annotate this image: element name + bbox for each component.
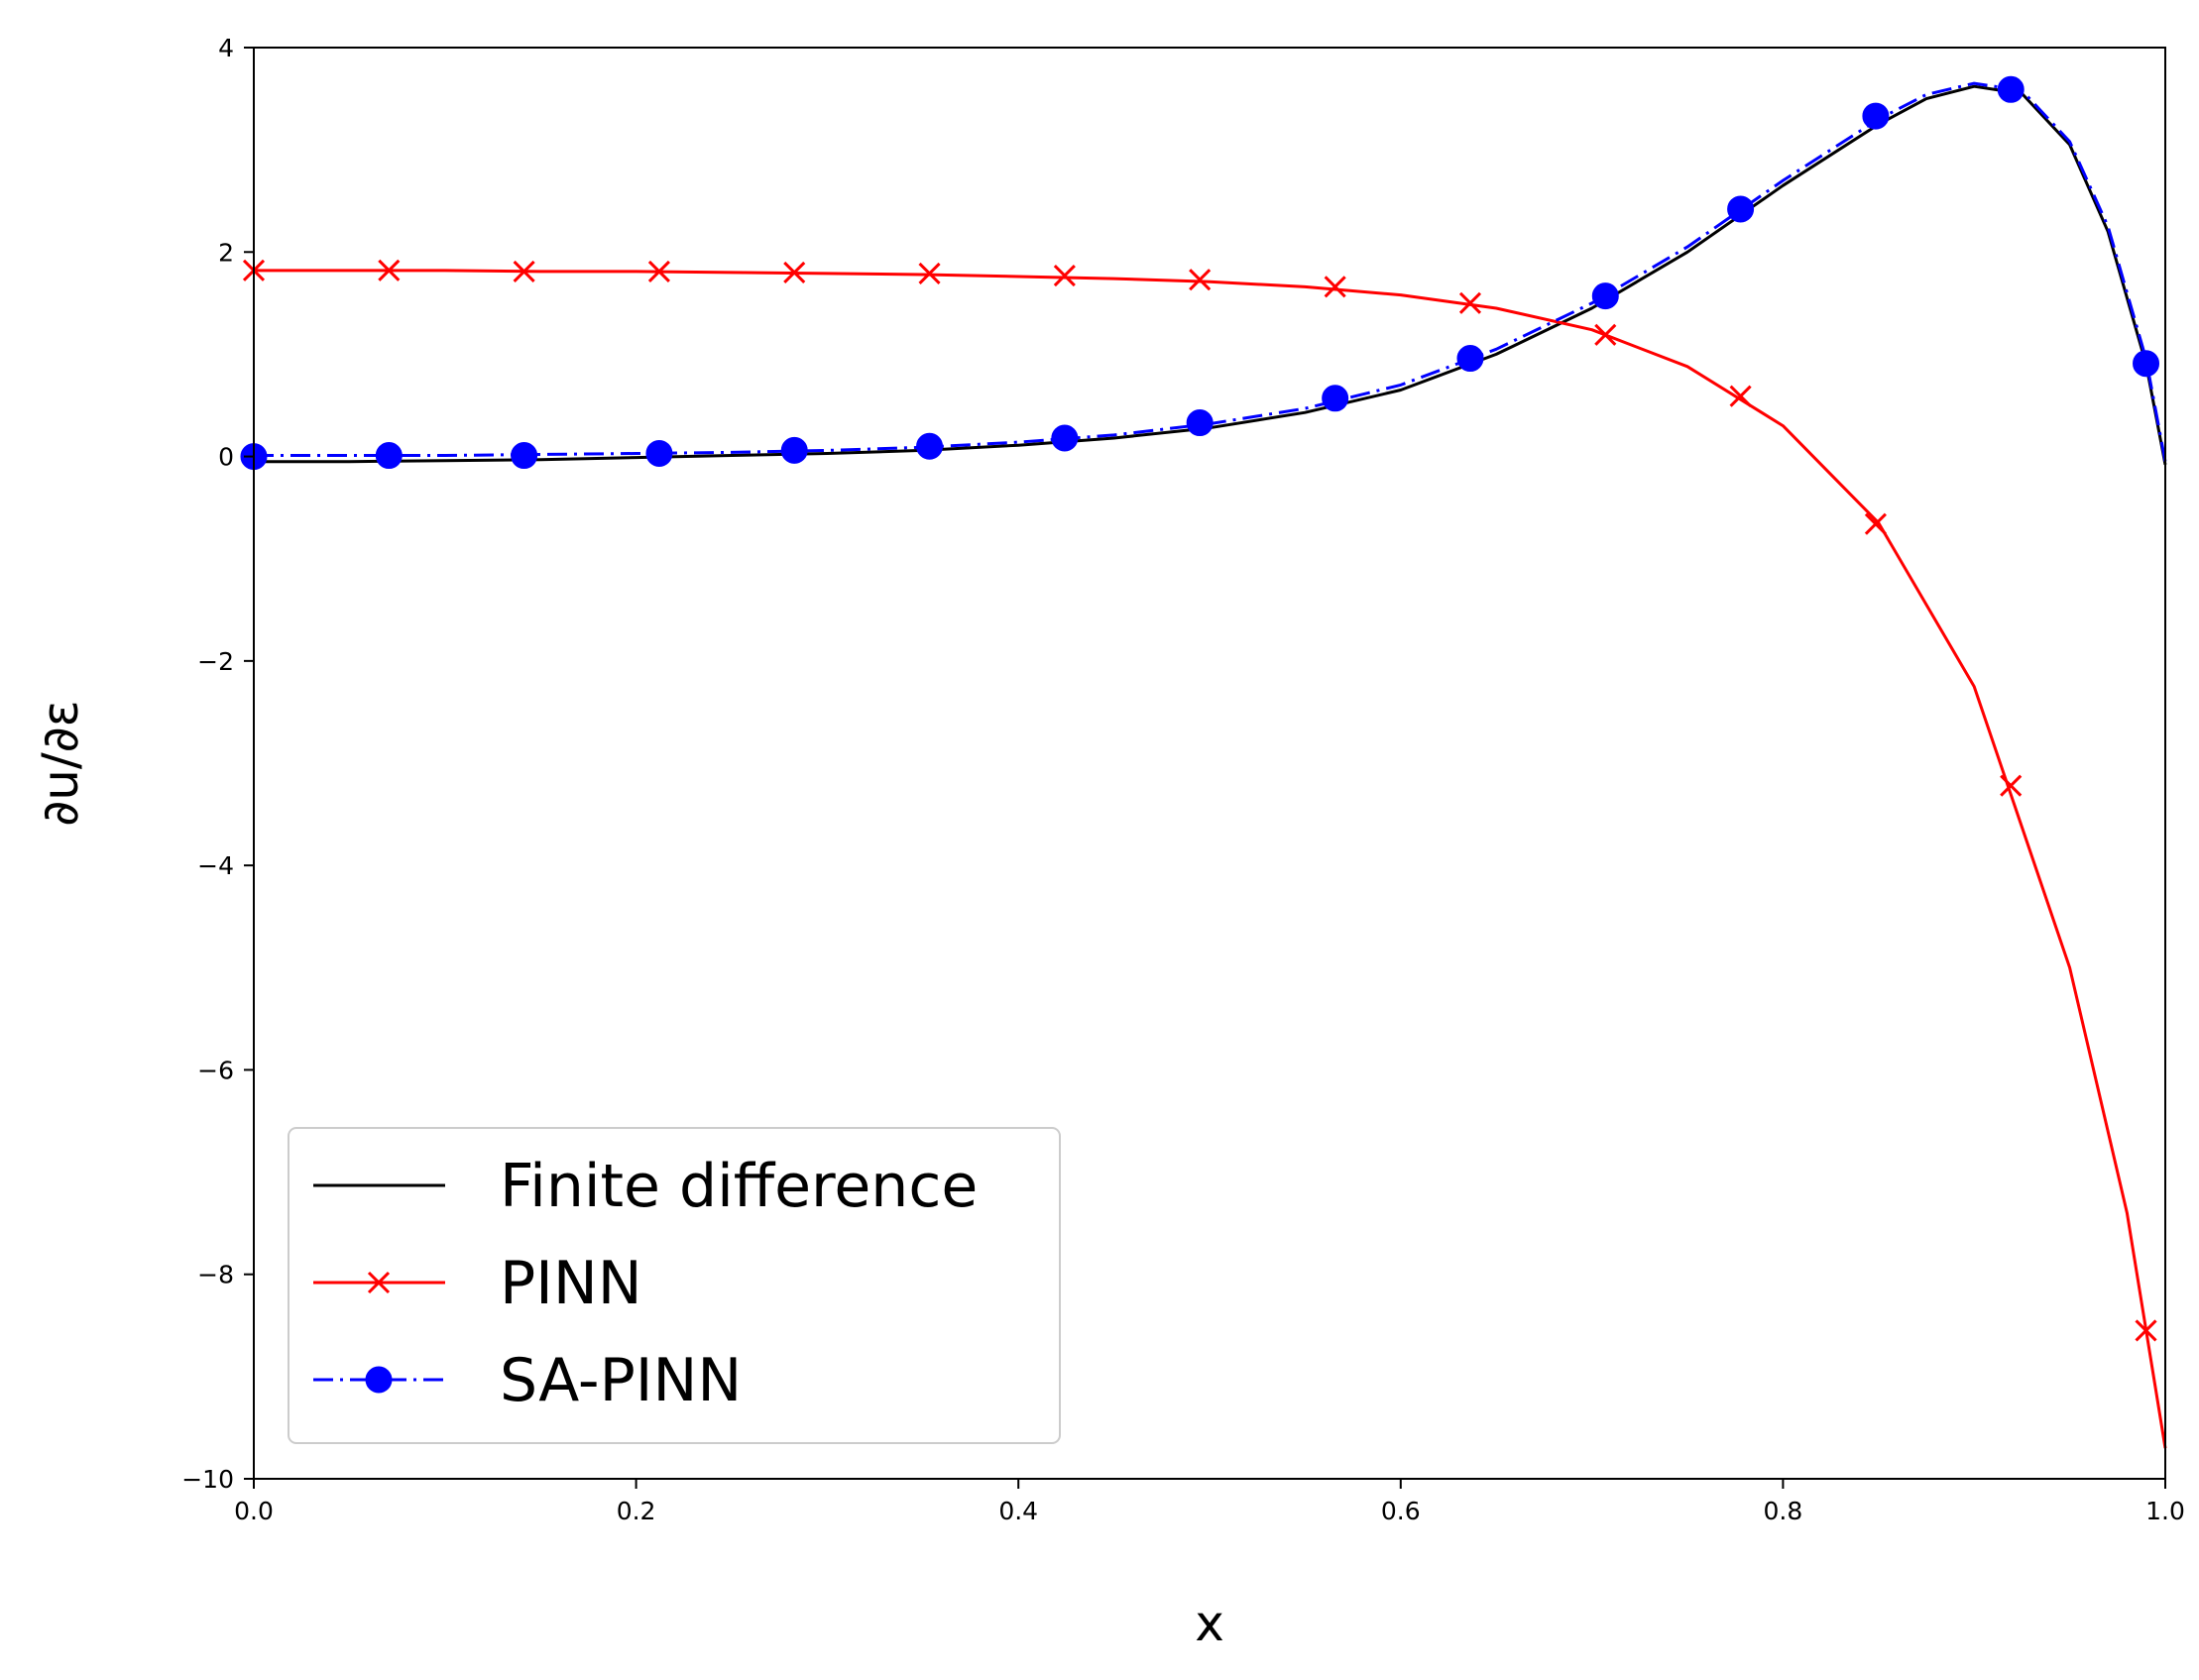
pinn-marker xyxy=(1324,276,1346,298)
x-tick-label: 0.0 xyxy=(234,1497,274,1525)
pinn-series xyxy=(242,259,2167,1449)
y-tick-label: −4 xyxy=(197,851,234,880)
sa-pinn-marker xyxy=(1456,345,1484,373)
pinn-marker xyxy=(2000,774,2023,797)
sa-pinn-marker xyxy=(1727,195,1755,223)
sa-pinn-marker xyxy=(1322,385,1349,412)
pinn-marker xyxy=(783,261,806,283)
pinn-marker xyxy=(367,1271,391,1294)
pinn-marker xyxy=(1594,323,1617,346)
y-tick-label: −10 xyxy=(181,1465,234,1494)
x-tick-label: 0.6 xyxy=(1381,1497,1421,1525)
sa-pinn-marker xyxy=(365,1366,393,1394)
sa-pinn-marker xyxy=(511,442,538,470)
legend-label-finite-difference: Finite difference xyxy=(500,1152,978,1221)
series-layer xyxy=(240,75,2167,1449)
sa-pinn-marker xyxy=(1591,282,1619,310)
plot-frame xyxy=(253,47,2166,1480)
pinn-line xyxy=(254,269,2167,1449)
sa-pinn-marker xyxy=(780,436,808,464)
pinn-marker xyxy=(1458,291,1482,314)
legend-label-sa-pinn: SA-PINN xyxy=(500,1346,742,1415)
sa-pinn-marker xyxy=(645,439,673,467)
sa-pinn-marker xyxy=(2133,350,2160,378)
pinn-marker xyxy=(1189,269,1212,291)
y-axis-label: ∂u/∂ε xyxy=(32,700,89,826)
pinn-marker xyxy=(378,259,401,281)
sa-pinn-marker xyxy=(1186,409,1214,437)
sa-pinn-marker xyxy=(1862,102,1890,130)
x-axis: 0.0 0.2 0.4 0.6 0.8 1.0 xyxy=(234,1479,2185,1525)
pinn-marker xyxy=(918,262,941,285)
pinn-marker xyxy=(647,260,670,282)
legend: Finite difference PINN SA-PINN xyxy=(288,1127,1061,1444)
x-axis-label: x xyxy=(1195,1595,1224,1652)
y-tick-label: 2 xyxy=(218,238,234,267)
y-tick-label: −6 xyxy=(197,1056,234,1084)
sa-pinn-marker xyxy=(916,432,944,460)
x-tick-label: 0.4 xyxy=(998,1497,1038,1525)
x-tick-label: 1.0 xyxy=(2145,1497,2185,1525)
y-tick-label: −8 xyxy=(197,1261,234,1289)
legend-box xyxy=(288,1127,1061,1444)
y-tick-label: 4 xyxy=(218,34,234,62)
pinn-marker xyxy=(1864,512,1887,535)
y-tick-label: 0 xyxy=(218,443,234,472)
pinn-marker xyxy=(1729,385,1752,407)
legend-label-pinn: PINN xyxy=(500,1249,642,1318)
y-tick-label: −2 xyxy=(197,647,234,676)
pinn-marker xyxy=(1053,264,1076,287)
y-axis: −10 −8 −6 −4 −2 0 2 4 xyxy=(181,34,254,1494)
pinn-marker xyxy=(513,260,535,282)
sa-pinn-marker xyxy=(1997,75,2025,103)
x-tick-label: 0.2 xyxy=(617,1497,656,1525)
x-tick-label: 0.8 xyxy=(1764,1497,1803,1525)
sa-pinn-marker xyxy=(375,442,403,470)
pinn-marker xyxy=(2135,1319,2157,1342)
sa-pinn-marker xyxy=(1051,424,1079,452)
